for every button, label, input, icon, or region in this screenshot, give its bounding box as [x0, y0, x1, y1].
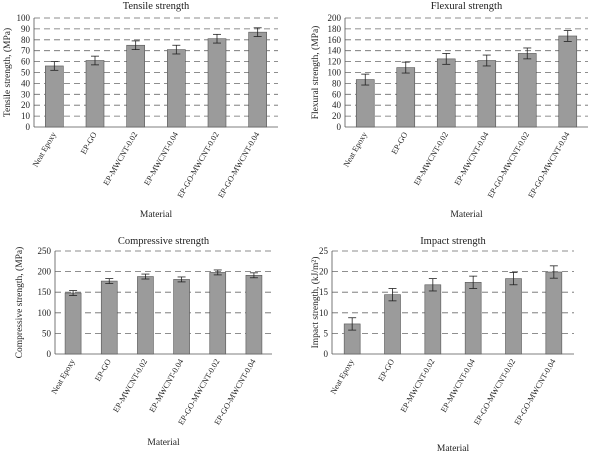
bar-ep-go: [384, 294, 401, 355]
y-tick-label: 100: [328, 68, 342, 78]
x-category-label: EP-GO-MWCNT-0.02: [472, 358, 517, 427]
y-tick-label: 20: [21, 100, 31, 110]
chart-panel-2: Flexural strength 02040608010012014016018…: [310, 1, 588, 220]
y-tick-label: 25: [319, 246, 329, 256]
y-tick-label: 0: [47, 349, 52, 359]
x-category-label: EP-MWCNT-0.02: [412, 131, 450, 187]
y-tick-label: 40: [21, 78, 31, 88]
bar-ep-mwcnt-0-02: [126, 44, 145, 128]
x-category-label: Neat Epoxy: [31, 130, 59, 169]
x-category-label: EP-MWCNT-0.02: [399, 358, 437, 414]
bar-ep-go-mwcnt-0-02: [505, 278, 522, 355]
y-tick-label: 10: [319, 308, 329, 318]
y-tick-label: 15: [319, 287, 329, 297]
y-tick-label: 200: [38, 267, 52, 277]
bar-ep-go-mwcnt-0-04: [558, 35, 578, 128]
bar-ep-go-mwcnt-0-04: [545, 271, 563, 355]
y-tick-label: 60: [332, 89, 342, 99]
chart-title: Impact strength: [420, 236, 486, 247]
y-tick-label: 200: [328, 13, 342, 23]
bar-ep-mwcnt-0-04: [173, 279, 190, 355]
x-category-label: EP-GO-MWCNT-0.04: [216, 131, 261, 200]
y-tick-label: 80: [21, 35, 31, 45]
y-tick-label: 20: [319, 267, 329, 277]
x-category-label: EP-GO-MWCNT-0.02: [176, 358, 221, 427]
y-tick-label: 180: [328, 24, 342, 34]
y-tick-label: 10: [21, 111, 31, 121]
y-axis-label: Impact strength, (kJ/m²): [310, 257, 321, 349]
bar-neat-epoxy: [64, 292, 82, 355]
x-category-label: EP-GO-MWCNT-0.04: [513, 358, 558, 427]
x-category-label: EP-GO: [376, 357, 396, 382]
x-category-label: EP-MWCNT-0.04: [439, 357, 477, 413]
y-tick-label: 30: [21, 89, 31, 99]
x-axis-label: Material: [437, 444, 470, 454]
chart-title: Flexural strength: [431, 1, 503, 12]
y-axis-label: Flexural strength, (MPa): [310, 26, 321, 120]
y-tick-label: 160: [328, 35, 342, 45]
y-axis-label: Compressive strength, (MPa): [14, 247, 25, 359]
x-category-label: EP-GO: [390, 130, 410, 155]
bar-ep-mwcnt-0-02: [424, 284, 442, 355]
bar-ep-go-mwcnt-0-04: [245, 275, 263, 355]
x-axis-label: Material: [140, 210, 173, 220]
y-tick-label: 0: [337, 122, 342, 132]
y-tick-label: 40: [332, 100, 342, 110]
bar-ep-go-mwcnt-0-02: [517, 53, 537, 128]
chart-title: Tensile strength: [123, 1, 190, 12]
chart-panel-4: Impact strength 0 5 10 15 20 25 Neat Epoxy EP-GO…: [310, 236, 574, 454]
x-axis-label: Material: [450, 210, 483, 220]
y-tick-label: 20: [332, 111, 342, 121]
x-category-label: EP-MWCNT-0.02: [102, 131, 140, 187]
y-tick-label: 60: [21, 57, 31, 67]
chart-panel-3: Compressive strength 0 50 100 150 200 250 Neat …: [14, 236, 272, 448]
y-tick-label: 90: [21, 24, 31, 34]
bar-neat-epoxy: [355, 79, 375, 128]
y-tick-label: 120: [328, 57, 342, 67]
x-category-label: EP-MWCNT-0.02: [111, 358, 149, 414]
y-tick-label: 100: [38, 308, 52, 318]
y-axis-label: Tensile strength, (MPa): [2, 28, 13, 117]
x-category-label: Neat Epoxy: [50, 357, 78, 396]
bar-ep-mwcnt-0-04: [477, 60, 497, 128]
bar-ep-mwcnt-0-02: [436, 58, 456, 128]
y-tick-label: 50: [42, 328, 52, 338]
bar-neat-epoxy: [45, 65, 64, 128]
y-tick-label: 70: [21, 46, 31, 56]
bar-ep-go: [396, 67, 416, 128]
x-category-label: EP-GO-MWCNT-0.02: [176, 131, 221, 200]
x-category-label: EP-GO-MWCNT-0.04: [526, 131, 571, 200]
y-tick-label: 5: [324, 328, 329, 338]
bar-ep-go-mwcnt-0-02: [209, 272, 227, 355]
bar-ep-mwcnt-0-04: [167, 49, 186, 128]
bar-ep-mwcnt-0-04: [464, 282, 482, 355]
bar-ep-go: [85, 60, 105, 128]
x-category-label: EP-MWCNT-0.04: [142, 131, 180, 187]
bar-ep-mwcnt-0-02: [137, 276, 154, 355]
x-category-label: EP-MWCNT-0.04: [148, 358, 186, 414]
bar-ep-go: [100, 280, 118, 355]
y-tick-label: 100: [17, 13, 31, 23]
x-category-label: Neat Epoxy: [329, 357, 357, 396]
y-tick-label: 80: [332, 78, 342, 88]
x-axis-label: Material: [147, 438, 180, 448]
x-category-label: EP-MWCNT-0.04: [453, 131, 491, 187]
chart-title: Compressive strength: [118, 236, 210, 247]
bar-ep-go-mwcnt-0-04: [248, 31, 267, 128]
y-tick-label: 50: [21, 68, 31, 78]
bar-ep-go-mwcnt-0-02: [207, 38, 227, 128]
y-tick-label: 0: [324, 349, 329, 359]
x-category-label: EP-GO-MWCNT-0.04: [213, 358, 258, 427]
y-tick-label: 150: [38, 287, 52, 297]
x-category-label: EP-GO: [79, 130, 99, 155]
x-category-label: EP-GO-MWCNT-0.02: [486, 131, 531, 200]
y-tick-label: 250: [38, 246, 52, 256]
x-category-label: EP-GO: [93, 357, 113, 382]
y-tick-label: 140: [328, 46, 342, 56]
x-category-label: Neat Epoxy: [342, 130, 370, 169]
y-tick-label: 0: [26, 122, 31, 132]
